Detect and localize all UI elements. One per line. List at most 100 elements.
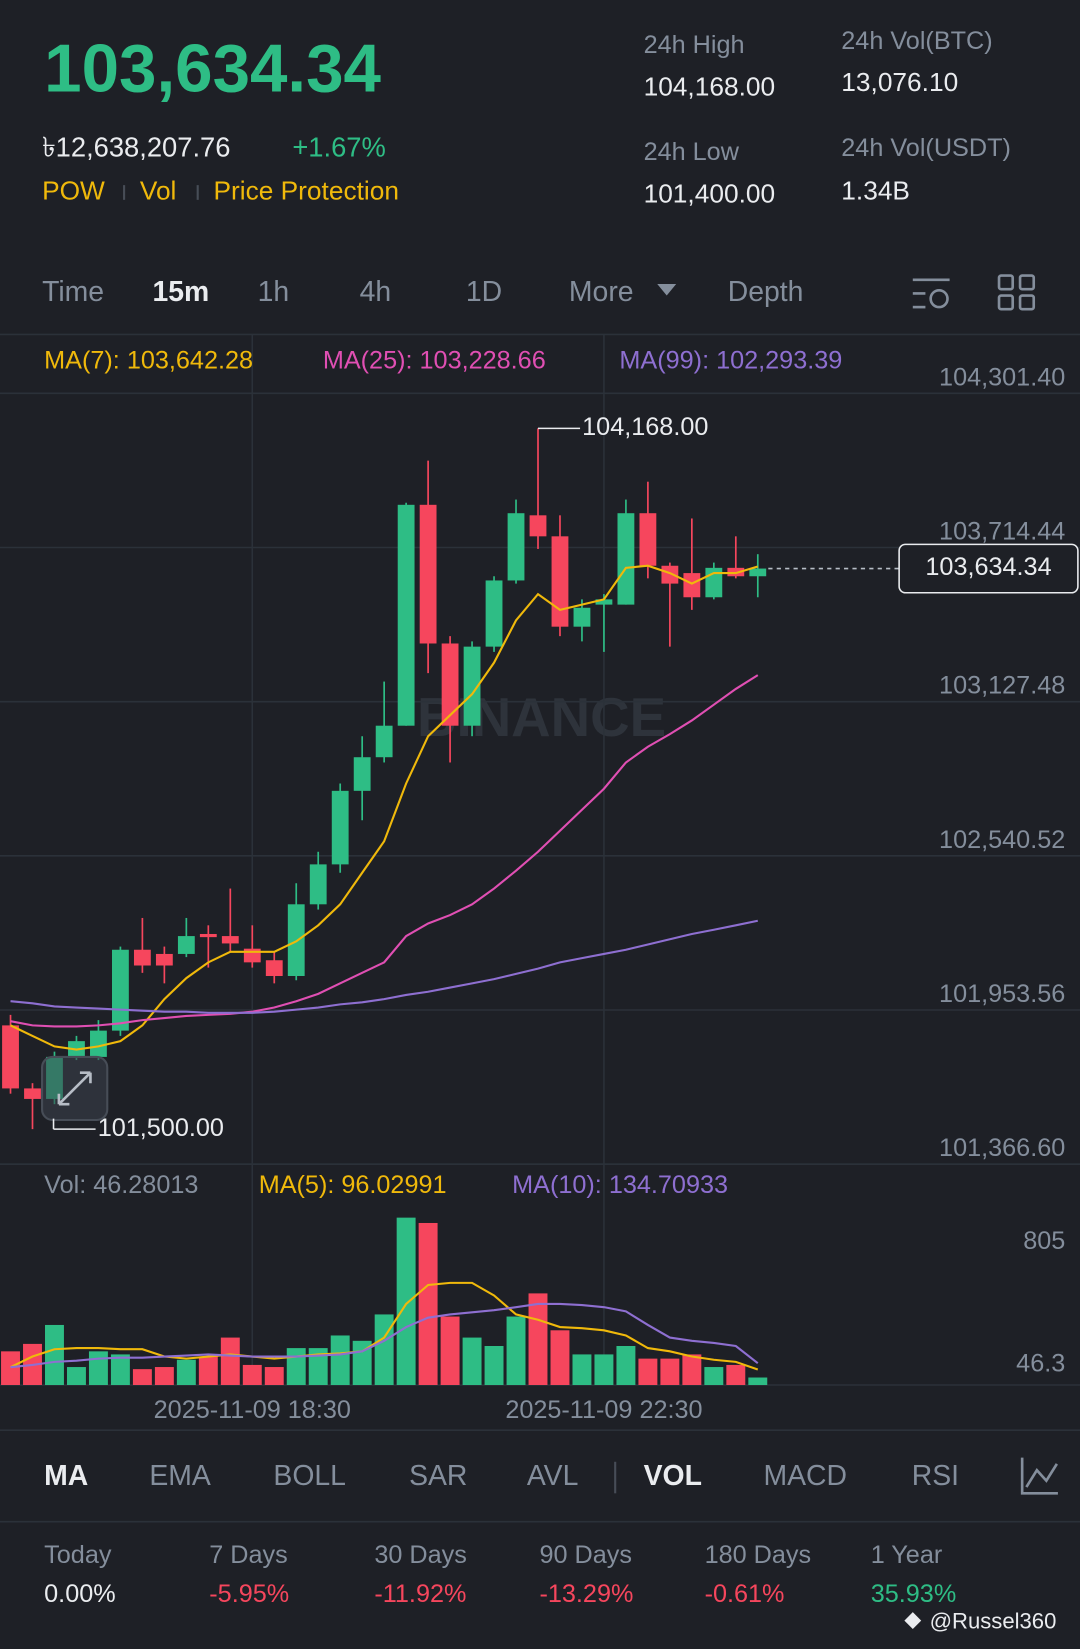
performance-value: -5.95% (209, 1580, 289, 1608)
volume-bar (704, 1367, 724, 1386)
indicator-tab[interactable]: AVL (527, 1460, 579, 1492)
fiat-price: ৳12,638,207.76 (42, 132, 230, 163)
indicator-tab[interactable]: SAR (409, 1460, 467, 1492)
volume-bar (264, 1367, 284, 1386)
volume-bar (110, 1354, 130, 1386)
candle-body (375, 725, 393, 758)
candle-body (749, 568, 767, 577)
volume-legend: Vol: 46.28013 (44, 1171, 198, 1199)
last-price-box (898, 543, 1079, 594)
indicator-tab-active[interactable]: VOL (644, 1460, 702, 1492)
volume-bar (374, 1314, 394, 1386)
tab-active[interactable]: 15m (152, 276, 209, 308)
volume-bar (176, 1359, 196, 1386)
ma-legend: MA(7): 103,642.28 (44, 346, 253, 374)
volume-bar (418, 1222, 438, 1386)
candle-body (573, 607, 591, 627)
performance-label: Today (44, 1541, 112, 1569)
tab[interactable]: 4h (360, 276, 392, 308)
volume-tick-label: 46.3 (1016, 1350, 1065, 1378)
candle-body (199, 933, 217, 938)
tab[interactable]: Time (42, 276, 104, 308)
volume-tick-label: 805 (1023, 1227, 1065, 1255)
high-label: 104,168.00 (582, 413, 708, 441)
volume-bar (462, 1337, 482, 1386)
volume-ma-legend: MA(10): 134.70933 (512, 1171, 728, 1199)
volume-bar (682, 1354, 702, 1386)
stat-value: 101,400.00 (644, 179, 776, 209)
indicator-settings-icon[interactable] (1020, 1457, 1058, 1495)
stat-value: 1.34B (841, 175, 910, 205)
last-price-label: 103,634.34 (925, 553, 1051, 581)
indicator-tab[interactable]: EMA (149, 1460, 211, 1492)
volume-bar (132, 1369, 152, 1386)
volume-bar (528, 1293, 548, 1386)
separator (123, 185, 126, 200)
candle-body (24, 1088, 41, 1099)
performance-label: 90 Days (539, 1541, 632, 1569)
fullscreen-icon (57, 1071, 92, 1106)
chart-settings-icon[interactable] (912, 278, 950, 309)
volume-bar (220, 1337, 240, 1386)
layout-icon[interactable] (997, 274, 1036, 311)
performance-value: 0.00% (44, 1580, 116, 1608)
volume-bar (198, 1356, 218, 1386)
indicator-tab[interactable]: MACD (763, 1460, 847, 1492)
ma-line (10, 674, 759, 1028)
ma-legend: MA(99): 102,293.39 (619, 346, 842, 374)
volume-bar (66, 1367, 86, 1386)
volume-bar (660, 1358, 680, 1386)
tab[interactable]: 1D (466, 276, 502, 308)
x-tick-label: 2025-11-09 22:30 (505, 1396, 702, 1424)
performance-label: 7 Days (209, 1541, 288, 1569)
tag[interactable]: Vol (140, 175, 177, 205)
candle-body (265, 960, 283, 977)
y-tick-label: 101,953.56 (939, 980, 1065, 1008)
candle-body (111, 949, 129, 1031)
y-tick-label: 104,301.40 (939, 363, 1065, 391)
volume-bar (242, 1364, 262, 1386)
tag[interactable]: POW (42, 175, 105, 205)
candle-body (683, 573, 701, 598)
candle-body (243, 948, 261, 963)
volume-bar (638, 1358, 658, 1386)
candle-body (661, 565, 679, 584)
volume-bar (88, 1351, 108, 1386)
indicator-tab[interactable]: BOLL (273, 1460, 346, 1492)
performance-value: 35.93% (871, 1580, 957, 1608)
candle-body (2, 1025, 19, 1089)
last-price: 103,634.34 (44, 31, 381, 106)
volume-bar (308, 1348, 328, 1386)
x-tick-label: 2025-11-09 18:30 (154, 1396, 351, 1424)
volume-bar (506, 1316, 526, 1386)
candle-body (397, 504, 415, 726)
candle-body (133, 949, 151, 966)
candle-body (595, 599, 613, 605)
watermark: BINANCE (417, 686, 666, 748)
tab[interactable]: More (569, 276, 634, 308)
low-label: 101,500.00 (98, 1114, 224, 1142)
price-change: +1.67% (292, 132, 385, 163)
candle-body (617, 513, 635, 605)
performance-value: -13.29% (539, 1580, 633, 1608)
volume-bar (594, 1354, 614, 1386)
indicator-tab-active[interactable]: MA (44, 1460, 88, 1492)
ma-legend: MA(25): 103,228.66 (323, 346, 546, 374)
candle-body (419, 504, 437, 644)
tab[interactable]: 1h (258, 276, 290, 308)
tag[interactable]: Price Protection (213, 175, 399, 205)
separator (614, 1461, 617, 1494)
volume-bar (616, 1345, 636, 1386)
stat-value: 13,076.10 (841, 67, 958, 97)
candle-body (177, 936, 195, 954)
volume-ma-line (10, 1302, 759, 1369)
performance-value: -11.92% (374, 1580, 466, 1608)
candle-body (155, 953, 173, 966)
indicator-tab[interactable]: RSI (912, 1460, 959, 1492)
volume-bar (484, 1345, 504, 1386)
volume-bar (330, 1335, 350, 1386)
volume-bar (1, 1351, 20, 1386)
candle-body (463, 646, 481, 726)
tab[interactable]: Depth (728, 276, 804, 308)
candle-body (90, 1030, 107, 1057)
